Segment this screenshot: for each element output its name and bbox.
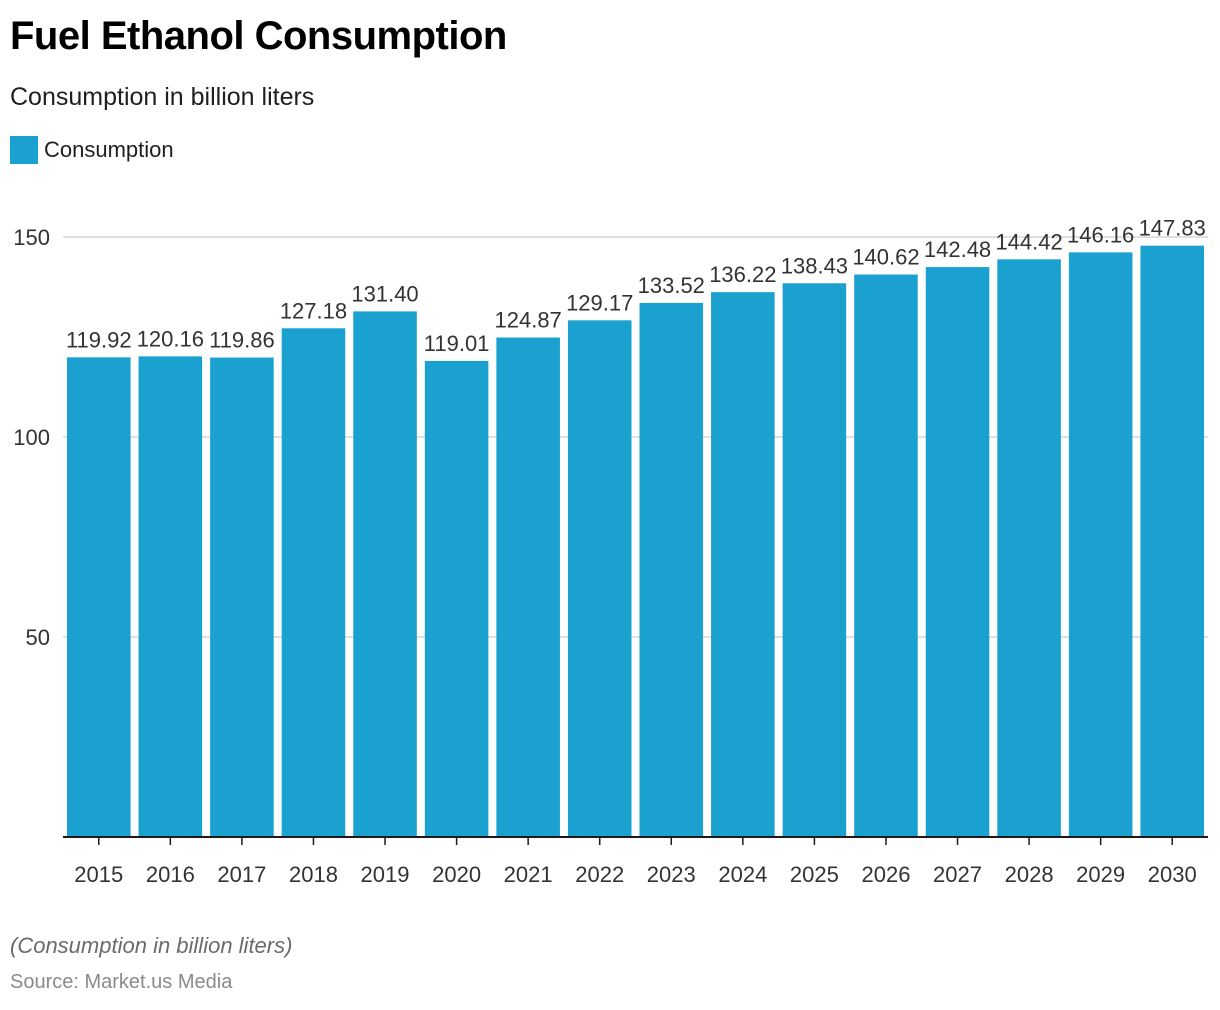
y-tick-label-100: 100: [13, 425, 50, 450]
x-tick-label-2030: 2030: [1148, 862, 1197, 887]
bar-2029: [1068, 252, 1133, 838]
legend-label-consumption: Consumption: [44, 137, 174, 162]
x-tick-label-2027: 2027: [933, 862, 982, 887]
x-tick-label-2016: 2016: [146, 862, 195, 887]
value-label-2017: 119.86: [209, 328, 275, 353]
value-label-2025: 138.43: [781, 253, 848, 278]
chart-note: (Consumption in billion liters): [10, 933, 293, 958]
x-tick-label-2022: 2022: [575, 862, 624, 887]
chart-source: Source: Market.us Media: [10, 971, 233, 993]
chart-subtitle: Consumption in billion liters: [10, 83, 315, 111]
bar-2030: [1140, 245, 1204, 837]
x-tick-label-2028: 2028: [1005, 862, 1054, 887]
bar-2023: [639, 302, 704, 837]
x-tick-label-2021: 2021: [504, 862, 553, 887]
legend: Consumption: [10, 136, 174, 164]
value-label-2023: 133.52: [638, 273, 705, 298]
x-tick-label-2023: 2023: [647, 862, 696, 887]
value-label-layer: 119.92 120.16 119.86127.18131.40119.01124.…: [66, 216, 1206, 356]
value-label-2026: 140.62: [852, 245, 919, 270]
y-tick-label-50: 50: [26, 625, 50, 650]
value-label-2029: 146.16: [1067, 222, 1134, 247]
value-label-2022: 129.17: [566, 290, 633, 315]
x-tick-label-2019: 2019: [361, 862, 410, 887]
bar-2016: [138, 356, 203, 837]
value-label-2015: 119.92: [66, 327, 132, 352]
bar-2021: [496, 337, 560, 837]
x-tick-label-2017: 2017: [217, 862, 266, 887]
legend-swatch: [10, 136, 38, 164]
bar-2025: [782, 283, 847, 837]
x-tick-label-2026: 2026: [861, 862, 910, 887]
bar-2018: [281, 328, 346, 837]
value-label-2028: 144.42: [995, 229, 1062, 254]
bar-2017: [210, 357, 274, 837]
value-label-2018: 127.18: [280, 298, 347, 323]
x-tick-label-2029: 2029: [1076, 862, 1125, 887]
bar-2022: [567, 320, 632, 837]
bar-2027: [925, 267, 990, 838]
bar-2024: [711, 292, 775, 837]
x-tick-label-2024: 2024: [718, 862, 767, 887]
y-tick-label-150: 150: [13, 225, 50, 250]
value-label-2030: 147.83: [1139, 216, 1206, 241]
value-label-2019: 131.40: [351, 281, 418, 306]
bar-2028: [997, 259, 1061, 837]
x-tick-label-2025: 2025: [790, 862, 839, 887]
bar-2019: [353, 311, 417, 837]
value-label-2024: 136.22: [709, 262, 776, 287]
chart-title: Fuel Ethanol Consumption: [10, 14, 507, 58]
bar-2015: [67, 357, 131, 837]
x-tick-label-2018: 2018: [289, 862, 338, 887]
x-tick-label-2015: 2015: [74, 862, 123, 887]
axis-layer: 50 100 150 2015 2016 2017 2018 2019 2020 2021 2022…: [13, 225, 1208, 887]
bar-layer: [67, 245, 1204, 838]
x-tick-label-2020: 2020: [432, 862, 481, 887]
value-label-2021: 124.87: [495, 308, 562, 333]
value-label-2027: 142.48: [924, 237, 991, 262]
value-label-2016: 120.16: [137, 326, 204, 351]
value-label-2020: 119.01: [424, 331, 490, 356]
bar-2026: [854, 274, 918, 837]
bar-2020: [424, 360, 489, 837]
